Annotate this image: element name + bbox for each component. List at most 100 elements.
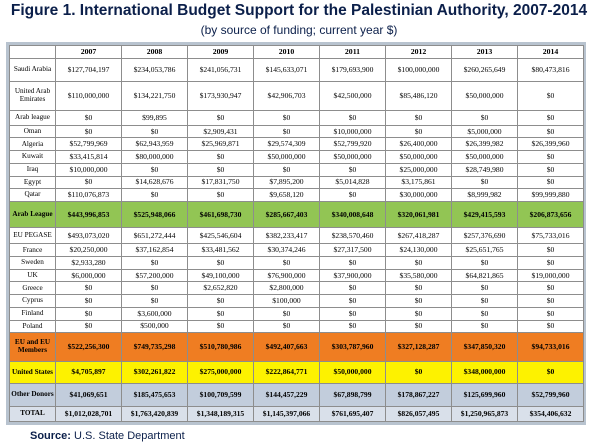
row-label: United States (9, 360, 56, 384)
table-cell: $340,008,648 (319, 200, 386, 229)
table-cell: $0 (517, 162, 584, 177)
table-cell: $241,056,731 (187, 57, 254, 83)
table-cell: $0 (187, 256, 254, 270)
table-cell: $100,000,000 (385, 57, 452, 83)
table-cell: $134,221,750 (121, 81, 188, 111)
table-cell: $0 (55, 281, 122, 296)
table-cell: $0 (319, 319, 386, 334)
table-cell: $14,628,676 (121, 175, 188, 190)
table-cell: $0 (385, 319, 452, 334)
table-cell: $303,787,960 (319, 332, 386, 362)
table-cell: $429,415,593 (451, 200, 518, 229)
table-cell: $443,996,853 (55, 200, 122, 229)
table-cell: $0 (451, 306, 518, 321)
table-cell: $0 (517, 150, 584, 164)
table-cell: $2,800,000 (253, 281, 320, 296)
table-cell: $302,261,822 (121, 360, 188, 384)
table-cell: $1,250,965,873 (451, 405, 518, 423)
table-cell: $0 (517, 281, 584, 296)
table-cell: $0 (187, 162, 254, 177)
table-cell: $17,831,750 (187, 175, 254, 190)
table-cell: $0 (319, 162, 386, 177)
table-cell: $275,000,000 (187, 360, 254, 384)
row-label: Finland (9, 306, 56, 321)
table-row: United States $4,705,897 $302,261,822 $275,… (9, 360, 584, 384)
table-cell: $85,486,120 (385, 81, 452, 111)
table-cell: $285,667,403 (253, 200, 320, 229)
table-cell: $10,000,000 (319, 124, 386, 139)
table-cell: $1,145,397,066 (253, 405, 320, 423)
table-cell: $179,693,900 (319, 57, 386, 83)
table-cell: $173,930,947 (187, 81, 254, 111)
table-cell: $99,895 (121, 109, 188, 126)
table-cell: $4,705,897 (55, 360, 122, 384)
table-cell: $0 (319, 294, 386, 308)
table-row: Iraq $10,000,000 $0 $0 $0 $0 $25,000,000 $28,74… (9, 162, 584, 177)
table-cell: $35,580,000 (385, 268, 452, 283)
table-cell: $348,000,000 (451, 360, 518, 384)
budget-table: 2007 2008 2009 2010 2011 2012 2013 2014 Saudi A… (9, 45, 584, 423)
corner-cell (9, 45, 56, 59)
table-cell: $510,780,986 (187, 332, 254, 362)
table-cell: $125,699,960 (451, 382, 518, 407)
column-header-2013: 2013 (451, 45, 518, 59)
table-cell: $0 (319, 188, 386, 202)
table-cell: $0 (319, 256, 386, 270)
table-cell: $9,658,120 (253, 188, 320, 202)
table-row: Arab league $0 $99,895 $0 $0 $0 $0 $0 $0 (9, 109, 584, 126)
table-cell: $0 (187, 109, 254, 126)
table-cell: $0 (187, 306, 254, 321)
table-cell: $0 (121, 281, 188, 296)
table-cell: $0 (517, 319, 584, 334)
table-cell: $178,867,227 (385, 382, 452, 407)
table-cell: $57,200,000 (121, 268, 188, 283)
table-cell: $42,906,703 (253, 81, 320, 111)
table-row: TOTAL $1,012,028,701 $1,763,420,839 $1,348,… (9, 405, 584, 423)
table-cell: $52,799,920 (319, 137, 386, 152)
row-label: EU and EU Members (9, 332, 56, 362)
table-cell: $50,000,000 (451, 81, 518, 111)
row-label: Other Donors (9, 382, 56, 407)
table-cell: $26,400,000 (385, 137, 452, 152)
table-cell: $749,735,298 (121, 332, 188, 362)
table-cell: $320,061,981 (385, 200, 452, 229)
row-label: United Arab Emirates (9, 81, 56, 111)
row-label: Cyprus (9, 294, 56, 308)
table-cell: $260,265,649 (451, 57, 518, 83)
table-body: Saudi Arabia $127,704,197 $234,053,786 $241… (9, 57, 584, 423)
table-cell: $110,000,000 (55, 81, 122, 111)
table-cell: $3,600,000 (121, 306, 188, 321)
table-cell: $26,399,960 (517, 137, 584, 152)
table-cell: $5,000,000 (451, 124, 518, 139)
table-cell: $33,415,814 (55, 150, 122, 164)
table-cell: $41,069,651 (55, 382, 122, 407)
table-cell: $8,999,982 (451, 188, 518, 202)
table-row: Oman $0 $0 $2,909,431 $0 $10,000,000 $0 $5,000,… (9, 124, 584, 139)
row-label: Saudi Arabia (9, 57, 56, 83)
table-row: Kuwait $33,415,814 $80,000,000 $0 $50,000,00… (9, 150, 584, 164)
table-cell: $30,374,246 (253, 243, 320, 258)
table-cell: $127,704,197 (55, 57, 122, 83)
table-cell: $50,000,000 (253, 150, 320, 164)
table-cell: $0 (319, 281, 386, 296)
table-cell: $354,406,632 (517, 405, 584, 423)
row-label: Qatar (9, 188, 56, 202)
table-cell: $347,850,320 (451, 332, 518, 362)
row-label: Greece (9, 281, 56, 296)
table-cell: $7,895,200 (253, 175, 320, 190)
row-label: TOTAL (9, 405, 56, 423)
table-cell: $25,969,871 (187, 137, 254, 152)
table-cell: $0 (517, 256, 584, 270)
table-frame: 2007 2008 2009 2010 2011 2012 2013 2014 Saudi A… (6, 42, 586, 425)
table-cell: $1,763,420,839 (121, 405, 188, 423)
column-header-2007: 2007 (55, 45, 122, 59)
table-cell: $29,574,309 (253, 137, 320, 152)
table-cell: $50,000,000 (319, 150, 386, 164)
table-cell: $0 (451, 294, 518, 308)
table-cell: $75,733,016 (517, 227, 584, 245)
table-cell: $0 (121, 294, 188, 308)
table-cell: $42,500,000 (319, 81, 386, 111)
table-cell: $5,014,828 (319, 175, 386, 190)
table-cell: $50,000,000 (319, 360, 386, 384)
table-cell: $30,000,000 (385, 188, 452, 202)
